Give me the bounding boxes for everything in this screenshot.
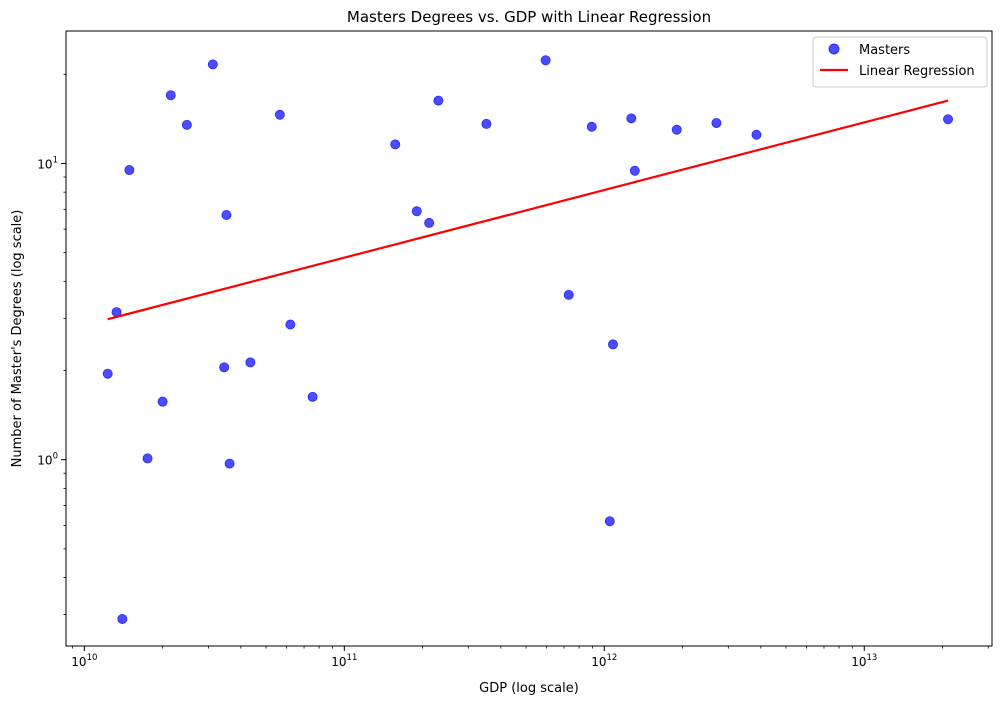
legend-box bbox=[812, 36, 988, 88]
x-tick-label: 1012 bbox=[591, 653, 617, 669]
scatter-point bbox=[307, 391, 318, 402]
legend-label-masters: Masters bbox=[859, 43, 910, 58]
scatter-point bbox=[711, 117, 722, 128]
legend: Masters Linear Regression bbox=[812, 36, 988, 88]
scatter-point bbox=[607, 339, 618, 350]
scatter-point bbox=[604, 516, 615, 527]
scatter-point bbox=[943, 114, 954, 125]
scatter-point bbox=[117, 613, 128, 624]
scatter-point bbox=[207, 59, 218, 70]
scatter-point bbox=[219, 362, 230, 373]
scatter-point bbox=[102, 368, 113, 379]
y-tick-label: 100 bbox=[37, 452, 58, 468]
x-tick-label: 1010 bbox=[71, 653, 97, 669]
scatter-point bbox=[390, 139, 401, 150]
scatter-point bbox=[481, 118, 492, 129]
scatter-point bbox=[626, 113, 637, 124]
scatter-point bbox=[165, 90, 176, 101]
y-axis: 100 101 bbox=[37, 73, 66, 615]
x-axis-label: GDP (log scale) bbox=[479, 681, 579, 696]
scatter-point bbox=[142, 453, 153, 464]
scatter-point bbox=[224, 458, 235, 469]
scatter-point bbox=[586, 121, 597, 132]
scatter-point bbox=[157, 396, 168, 407]
axes-frame bbox=[65, 30, 993, 647]
scatter-point bbox=[285, 319, 296, 330]
legend-marker-masters bbox=[828, 43, 840, 55]
scatter-point bbox=[245, 357, 256, 368]
chart-title: Masters Degrees vs. GDP with Linear Regr… bbox=[347, 8, 711, 26]
plot-area bbox=[102, 55, 954, 624]
scatter-point bbox=[124, 165, 135, 176]
scatter-point bbox=[411, 206, 422, 217]
scatter-point bbox=[671, 124, 682, 135]
scatter-point bbox=[629, 165, 640, 176]
scatter-point bbox=[751, 129, 762, 140]
scatter-point bbox=[274, 109, 285, 120]
x-tick-label: 1011 bbox=[331, 653, 357, 669]
x-axis: 1010 1011 1012 1013 bbox=[71, 646, 989, 669]
scatter-point bbox=[540, 55, 551, 66]
regression-line bbox=[107, 99, 949, 321]
scatter-point bbox=[433, 95, 444, 106]
scatter-point bbox=[563, 289, 574, 300]
x-tick-label: 1013 bbox=[851, 653, 877, 669]
scatter-point bbox=[181, 119, 192, 130]
scatter-point bbox=[424, 217, 435, 228]
scatter-point bbox=[221, 209, 232, 220]
legend-label-regression: Linear Regression bbox=[859, 64, 975, 79]
y-tick-label: 101 bbox=[37, 155, 58, 171]
y-axis-label: Number of Master's Degrees (log scale) bbox=[10, 210, 25, 468]
